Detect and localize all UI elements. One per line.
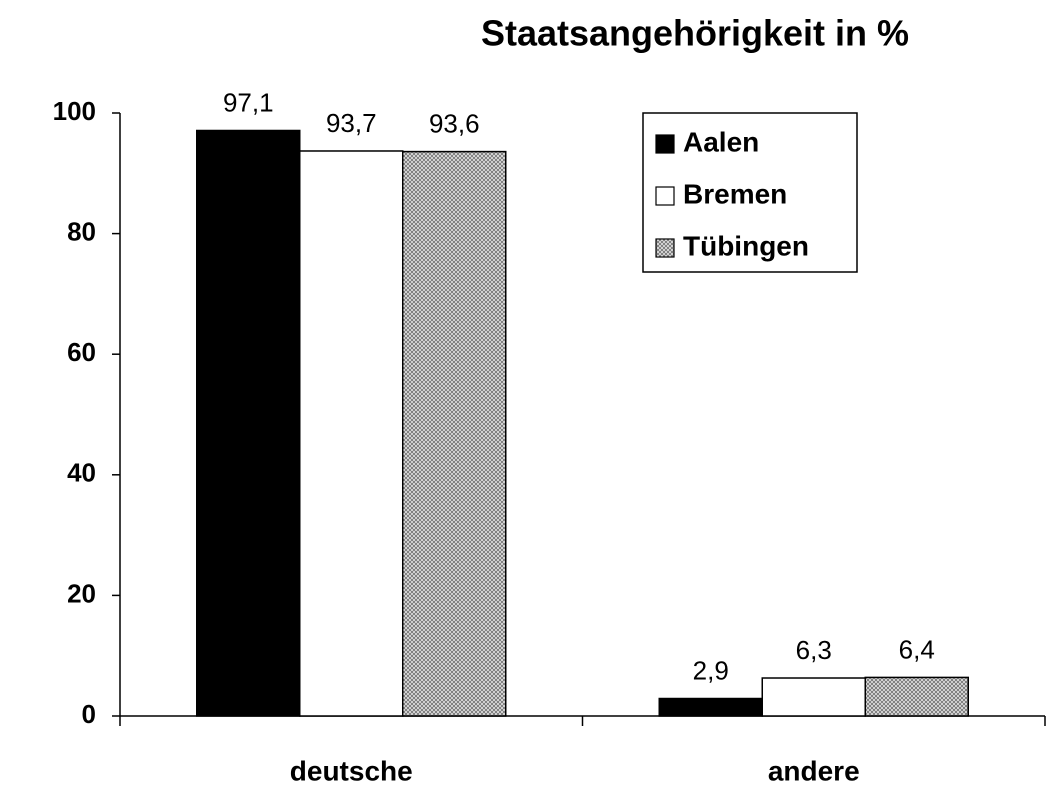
bar xyxy=(658,697,763,717)
legend-swatch xyxy=(655,134,675,154)
value-label: 97,1 xyxy=(223,87,274,117)
value-label: 6,3 xyxy=(796,635,832,665)
y-tick-label: 0 xyxy=(82,699,96,729)
value-label: 2,9 xyxy=(693,655,729,685)
legend-label: Bremen xyxy=(683,178,787,209)
value-label: 93,6 xyxy=(429,108,480,138)
value-label: 6,4 xyxy=(899,634,935,664)
y-tick-label: 80 xyxy=(67,216,96,246)
y-tick-label: 20 xyxy=(67,578,96,608)
legend-box xyxy=(642,112,858,273)
bar xyxy=(761,677,866,717)
x-tick-label: andere xyxy=(768,755,860,786)
legend-label: Tübingen xyxy=(683,230,809,261)
bar xyxy=(402,150,507,717)
bar xyxy=(864,676,969,717)
y-tick-label: 60 xyxy=(67,337,96,367)
chart-title: Staatsangehörigkeit in % xyxy=(481,13,909,54)
bar xyxy=(196,129,301,717)
y-tick-label: 40 xyxy=(67,458,96,488)
legend-label: Aalen xyxy=(683,126,759,157)
legend-swatch xyxy=(655,238,675,258)
bar xyxy=(299,150,404,717)
x-tick-label: deutsche xyxy=(290,755,413,786)
legend-swatch xyxy=(655,186,675,206)
value-label: 93,7 xyxy=(326,108,377,138)
y-tick-label: 100 xyxy=(53,96,96,126)
